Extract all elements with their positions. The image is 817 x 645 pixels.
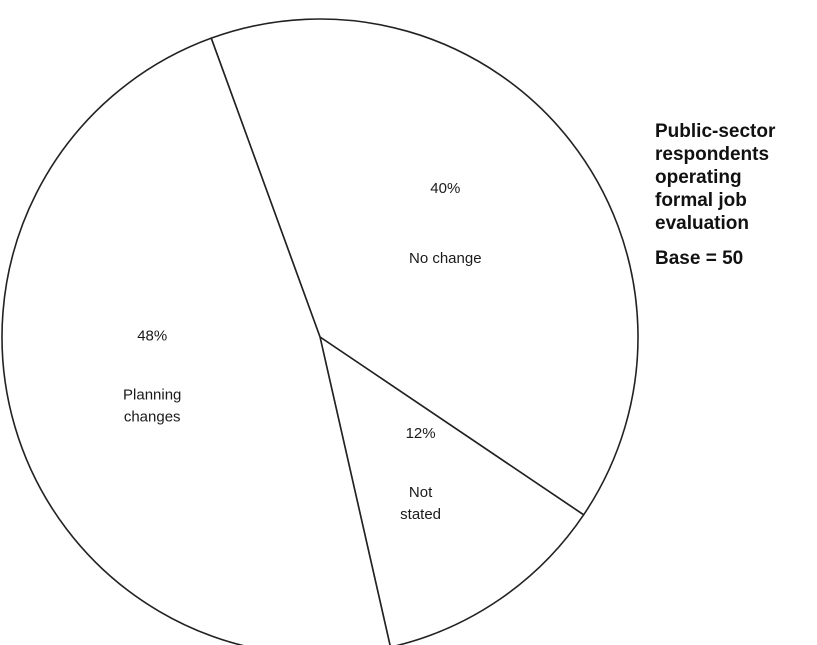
slice-percent-label: 12%: [406, 425, 436, 442]
chart-title-line: Public-sector: [655, 121, 776, 142]
chart-title-line: evaluation: [655, 213, 749, 234]
pie-slice: [1, 37, 391, 645]
chart-title-line: respondents: [655, 144, 770, 165]
slice-category-label: stated: [400, 506, 441, 523]
slice-percent-label: 40%: [430, 180, 460, 197]
slice-category-label: Planning: [123, 386, 181, 403]
base-note: Base = 50: [655, 248, 744, 269]
chart-title-line: operating: [655, 167, 742, 188]
slice-category-label: changes: [124, 408, 181, 425]
slice-category-label: Not: [409, 484, 433, 501]
slice-category-label: No change: [409, 250, 482, 267]
chart-title-line: formal job: [655, 190, 747, 211]
pie-slice: [210, 18, 639, 516]
chart-title-block: Public-sector respondents operating form…: [655, 120, 815, 270]
pie-labels: 40% No change 12% Not stated 48% Planning chang…: [123, 180, 482, 523]
pie-slices: [1, 18, 639, 645]
slice-percent-label: 48%: [137, 327, 167, 344]
pie-slice: [319, 336, 585, 645]
